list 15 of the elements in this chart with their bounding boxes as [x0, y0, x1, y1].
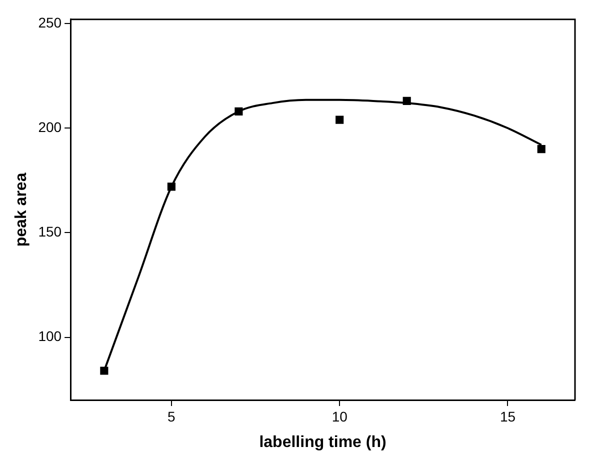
x-tick-label: 15	[500, 408, 516, 424]
y-tick-label: 200	[38, 119, 62, 135]
x-tick-label: 10	[332, 408, 348, 424]
y-tick-label: 150	[38, 224, 62, 240]
point	[402, 96, 411, 105]
y-tick-label: 250	[38, 14, 62, 30]
point	[100, 366, 108, 375]
x-axis-title: labelling time (h)	[259, 434, 386, 451]
point	[537, 145, 546, 154]
point	[167, 182, 176, 191]
point	[336, 116, 344, 124]
x-tick-label: 5	[168, 408, 176, 424]
y-axis-title: peak area	[13, 172, 30, 247]
y-tick-label: 100	[38, 328, 62, 344]
point	[234, 107, 243, 116]
